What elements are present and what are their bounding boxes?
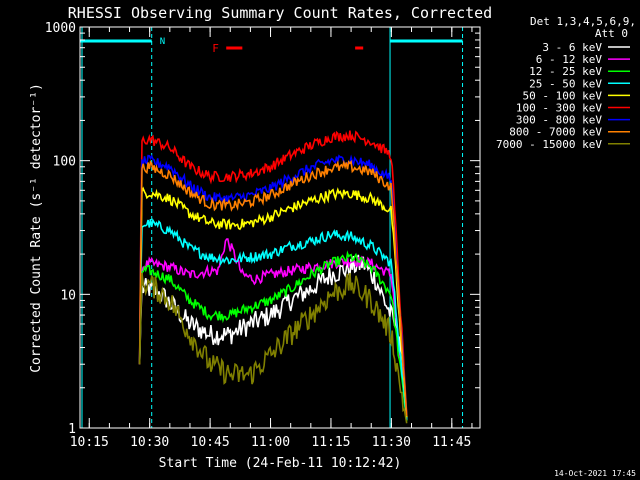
timestamp: 14-Oct-2021 17:45	[554, 469, 636, 478]
legend-label-4: 50 - 100 keV	[523, 89, 603, 102]
series-line-8	[138, 272, 408, 424]
series-line-4	[138, 186, 408, 418]
x-tick-label-4: 11:15	[311, 435, 350, 450]
legend-label-5: 100 - 300 keV	[516, 102, 602, 115]
series-line-7	[138, 159, 408, 417]
series-line-0	[138, 254, 408, 419]
legend-header-line1: Det 1,3,4,5,6,9,	[530, 15, 636, 28]
series-line-2	[138, 250, 408, 422]
series-line-3	[138, 218, 408, 420]
legend-label-6: 300 - 800 keV	[516, 114, 602, 127]
legend-header-line2: Att 0	[595, 27, 628, 40]
legend-label-0: 3 - 6 keV	[542, 41, 602, 54]
legend-label-8: 7000 - 15000 keV	[496, 138, 602, 151]
legend-label-7: 800 - 7000 keV	[509, 126, 602, 139]
legend-label-1: 6 - 12 keV	[536, 53, 603, 66]
series-line-6	[138, 154, 408, 416]
x-tick-label-0: 10:15	[70, 435, 109, 450]
chart-title: RHESSI Observing Summary Count Rates, Co…	[68, 4, 492, 22]
y-axis-label: Corrected Count Rate (s⁻¹ detector⁻¹)	[29, 83, 44, 373]
x-tick-label-3: 11:00	[251, 435, 290, 450]
y-tick-label-3: 1000	[45, 21, 76, 36]
y-tick-label-1: 10	[60, 288, 76, 303]
y-tick-label-2: 100	[53, 155, 76, 170]
x-tick-label-1: 10:30	[130, 435, 169, 450]
x-tick-label-5: 11:30	[372, 435, 411, 450]
x-tick-label-2: 10:45	[191, 435, 230, 450]
y-tick-label-0: 1	[68, 422, 76, 437]
plot-area: N F 1 10 100 1000 10:15 10:30 10:45 11:00 11:15 11:…	[45, 21, 481, 450]
y-axis-label-group: Corrected Count Rate (s⁻¹ detector⁻¹)	[29, 83, 44, 373]
x-tick-label-6: 11:45	[432, 435, 471, 450]
night-label: N	[160, 37, 165, 47]
series-line-5	[138, 130, 408, 415]
flare-label: F	[212, 42, 219, 55]
legend-label-2: 12 - 25 keV	[529, 65, 602, 78]
x-axis-label: Start Time (24-Feb-11 10:12:42)	[159, 456, 402, 471]
legend-label-3: 25 - 50 keV	[529, 77, 602, 90]
plot-frame	[79, 26, 481, 429]
